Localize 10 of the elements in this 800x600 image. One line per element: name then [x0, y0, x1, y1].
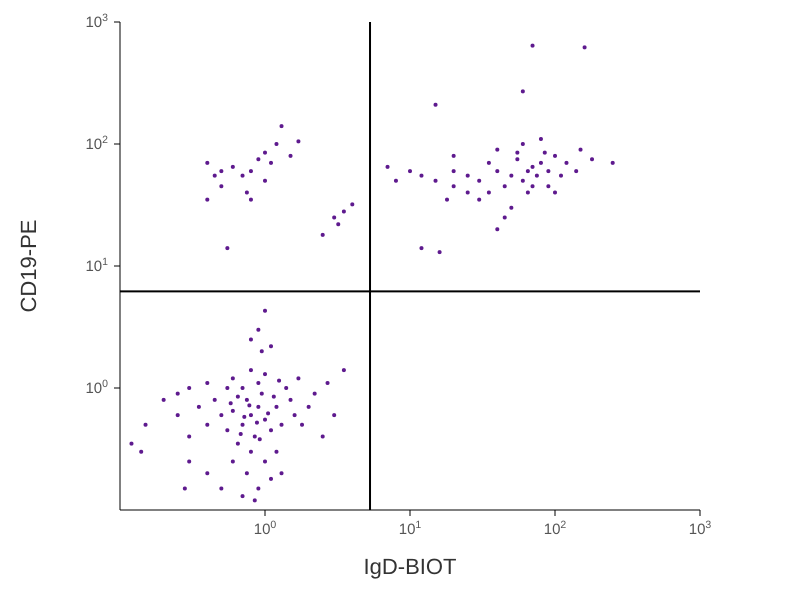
y-axis-title: CD19-PE	[16, 220, 41, 312]
x-tick-label: 10$^{0}$	[254, 519, 276, 538]
y-tick-label: 10$^{0}$	[85, 378, 108, 397]
y-tick-label: 10$^{2}$	[85, 134, 108, 153]
x-axis-title: IgD-BIOT	[364, 554, 456, 579]
x-tick-label: 10$^{1}$	[398, 519, 422, 538]
x-tick-label: 10$^{3}$	[688, 519, 712, 538]
y-tick-label: 10$^{3}$	[85, 12, 108, 31]
y-tick-label: 10$^{1}$	[85, 256, 108, 275]
x-tick-label: 10$^{2}$	[544, 519, 566, 538]
